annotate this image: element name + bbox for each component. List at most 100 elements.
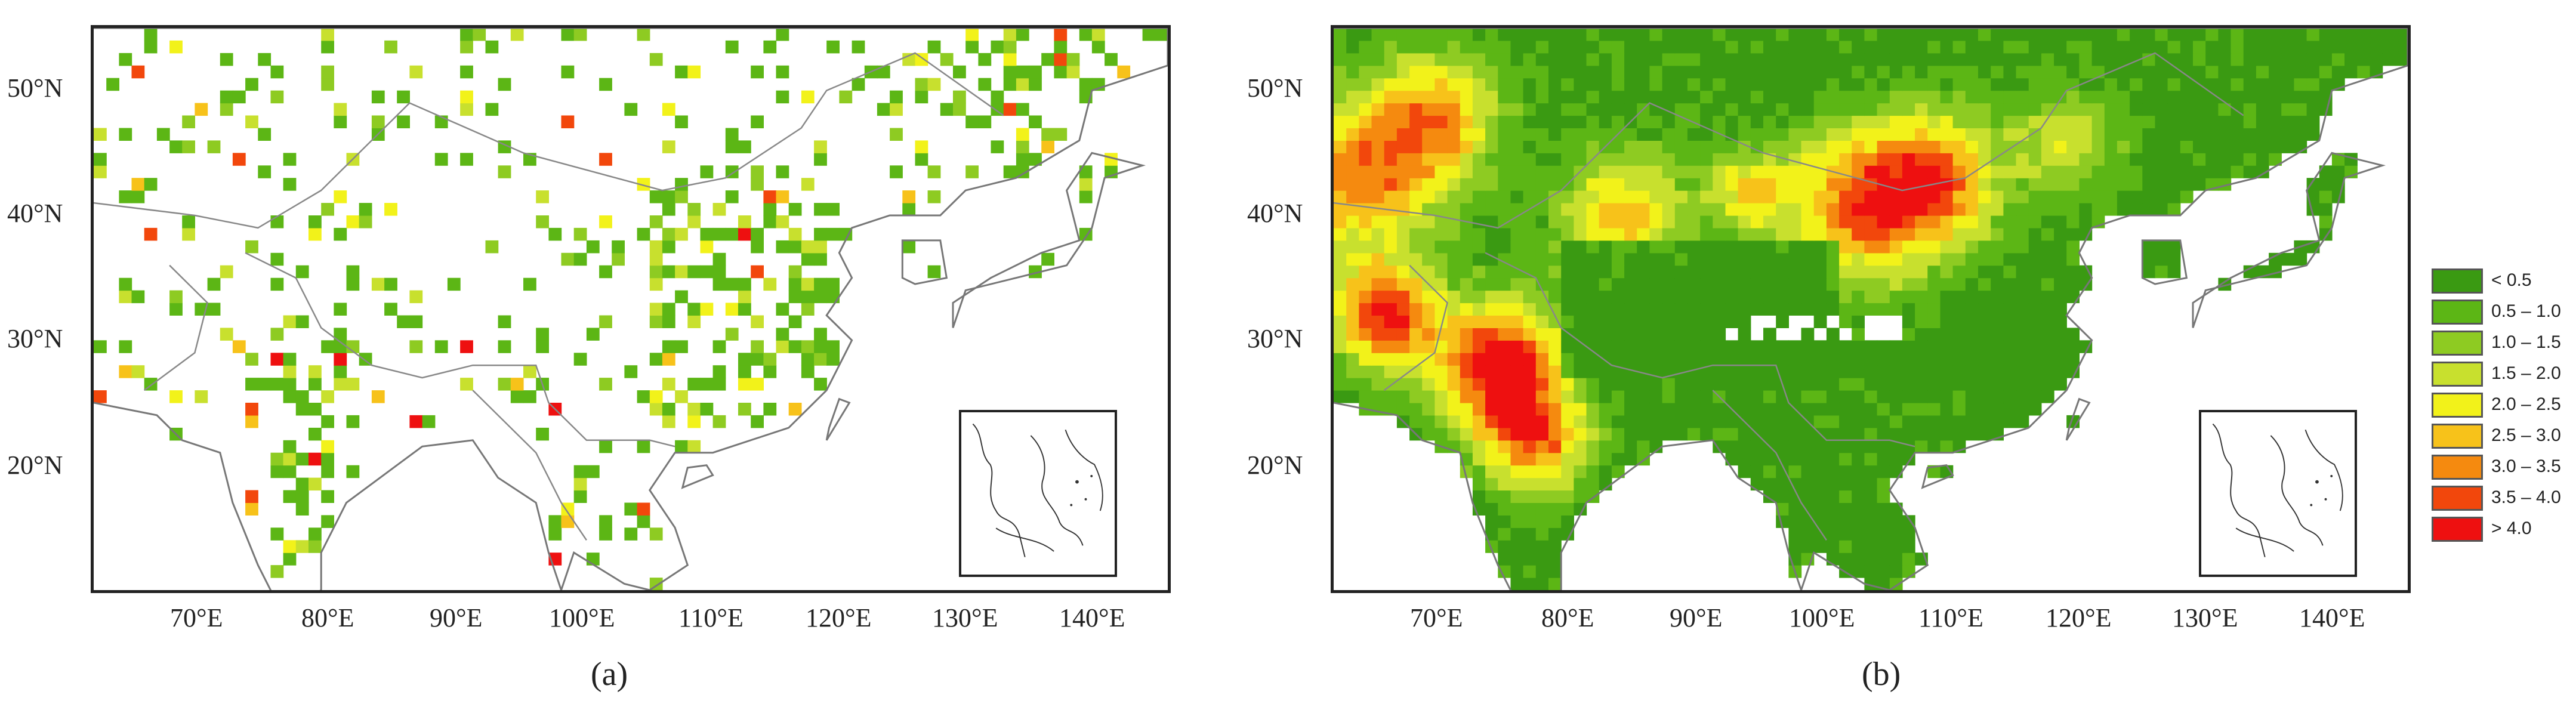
grid-cell xyxy=(1713,140,1726,153)
station-cell xyxy=(751,240,764,254)
grid-cell xyxy=(1952,53,1966,66)
grid-cell xyxy=(2281,140,2294,153)
station-cell xyxy=(207,140,221,153)
grid-cell xyxy=(1396,403,1410,416)
grid-cell xyxy=(1346,140,1359,153)
grid-cell xyxy=(1700,365,1713,378)
grid-cell xyxy=(1687,65,1701,79)
grid-cell xyxy=(1750,403,1764,416)
grid-cell xyxy=(1991,78,2004,91)
grid-cell xyxy=(1586,390,1600,403)
grid-cell xyxy=(1498,203,1511,216)
grid-cell xyxy=(1788,415,1802,428)
grid-cell xyxy=(1902,165,1915,178)
grid-cell xyxy=(1674,203,1688,216)
lat-label-a-40: 40°N xyxy=(7,199,63,228)
station-cell xyxy=(485,103,499,116)
station-cell xyxy=(397,90,410,104)
grid-cell xyxy=(2269,265,2282,279)
grid-cell xyxy=(1586,315,1600,328)
grid-cell xyxy=(1826,115,1840,128)
grid-cell xyxy=(1422,128,1435,141)
grid-cell xyxy=(1978,252,1991,266)
station-cell xyxy=(334,227,347,241)
grid-cell xyxy=(1611,53,1625,66)
station-cell xyxy=(384,40,397,54)
grid-cell xyxy=(1877,65,1890,79)
grid-cell xyxy=(1447,115,1461,128)
station-cell xyxy=(877,103,890,116)
grid-cell xyxy=(1877,78,1890,91)
grid-cell xyxy=(1801,190,1815,203)
grid-cell xyxy=(1826,90,1840,104)
station-cell xyxy=(788,315,802,328)
grid-cell xyxy=(2028,390,2042,403)
grid-cell xyxy=(1472,90,1486,104)
station-cell xyxy=(283,553,297,566)
station-cell xyxy=(295,452,309,466)
grid-cell xyxy=(1674,315,1688,328)
grid-cell xyxy=(1662,240,1676,254)
grid-cell xyxy=(1359,390,1372,403)
station-cell xyxy=(712,378,726,391)
grid-cell xyxy=(1498,153,1511,166)
station-cell xyxy=(334,103,347,116)
grid-cell xyxy=(2218,40,2232,54)
grid-cell xyxy=(2028,165,2042,178)
grid-cell xyxy=(1510,65,1524,79)
grid-cell xyxy=(1384,178,1397,191)
legend-swatch xyxy=(2432,331,2483,356)
grid-cell xyxy=(2117,78,2130,91)
grid-cell xyxy=(2218,140,2232,153)
grid-cell xyxy=(1952,227,1966,241)
grid-cell xyxy=(1409,40,1423,54)
grid-cell xyxy=(2256,103,2269,116)
grid-cell xyxy=(1396,65,1410,79)
grid-cell xyxy=(1852,28,1865,41)
grid-cell xyxy=(1637,78,1650,91)
grid-cell xyxy=(2054,153,2067,166)
station-cell xyxy=(738,378,751,391)
grid-cell xyxy=(1460,340,1473,353)
grid-cell xyxy=(1396,227,1410,241)
grid-cell xyxy=(1776,227,1789,241)
grid-cell xyxy=(2016,140,2029,153)
station-cell xyxy=(801,365,815,378)
grid-cell xyxy=(2041,90,2054,104)
grid-cell xyxy=(1510,390,1524,403)
grid-cell xyxy=(1687,190,1701,203)
grid-cell xyxy=(1801,440,1815,453)
grid-cell xyxy=(1574,252,1587,266)
grid-cell xyxy=(1763,40,1776,54)
station-cell xyxy=(940,103,954,116)
station-cell xyxy=(687,65,701,79)
lon-label-b-80: 80°E xyxy=(1541,603,1594,632)
station-cell xyxy=(283,540,297,553)
grid-cell xyxy=(2003,403,2017,416)
grid-cell xyxy=(1725,340,1739,353)
station-cell xyxy=(270,277,284,291)
grid-cell xyxy=(2294,90,2307,104)
grid-cell xyxy=(1877,390,1890,403)
grid-cell xyxy=(1548,403,1562,416)
station-cell xyxy=(321,415,334,428)
grid-cell xyxy=(1813,490,1827,503)
grid-cell xyxy=(1523,40,1537,54)
grid-cell xyxy=(1422,215,1435,229)
grid-cell xyxy=(1586,415,1600,428)
grid-cell xyxy=(1725,440,1739,453)
grid-cell xyxy=(2003,128,2017,141)
grid-cell xyxy=(1725,277,1739,291)
station-cell xyxy=(207,303,221,316)
grid-cell xyxy=(1447,290,1461,304)
grid-cell xyxy=(2218,115,2232,128)
grid-cell xyxy=(1396,178,1410,191)
grid-cell xyxy=(1409,303,1423,316)
grid-cell xyxy=(1535,365,1549,378)
grid-cell xyxy=(1877,53,1890,66)
station-cell xyxy=(814,203,827,216)
station-cell xyxy=(839,90,853,104)
grid-cell xyxy=(1927,378,1941,391)
grid-cell xyxy=(1624,252,1637,266)
grid-cell xyxy=(2003,78,2017,91)
